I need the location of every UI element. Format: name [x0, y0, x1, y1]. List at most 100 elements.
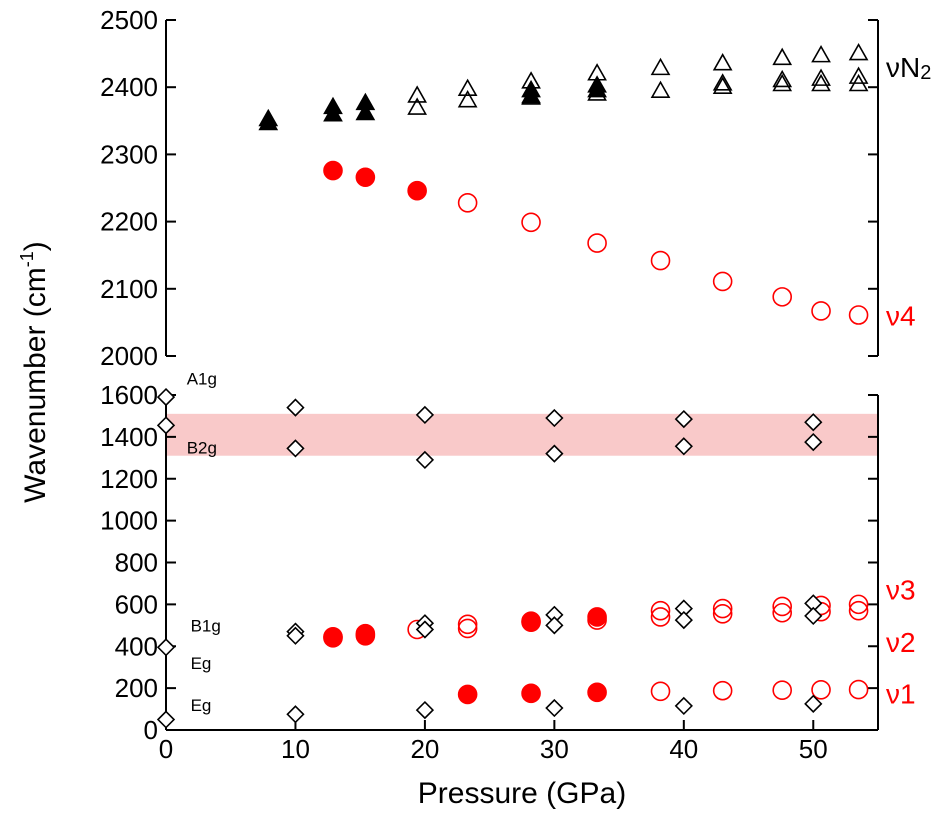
point-triangle-open — [712, 76, 733, 94]
y-axis-title-sup: -1 — [17, 251, 37, 267]
point-triangle-open — [772, 73, 793, 92]
point-triangle-open — [772, 47, 793, 66]
point-diamond-open — [545, 444, 564, 463]
point-diamond-open — [674, 610, 693, 630]
y-tick-label-upper: 2100 — [100, 274, 158, 304]
mode-label-b2g: B2g — [187, 438, 217, 457]
point-triangle-open — [848, 66, 869, 84]
point-circle-open — [772, 680, 793, 701]
x-tick-label: 10 — [281, 734, 310, 764]
point-circle-filled — [521, 683, 541, 704]
point-circle-filled — [355, 623, 376, 644]
shaded-band-layer — [166, 413, 878, 456]
point-circle-open — [457, 192, 478, 213]
mode-label-a1g: A1g — [187, 369, 217, 388]
point-diamond-open — [415, 450, 435, 470]
x-tick-label: 40 — [669, 734, 698, 764]
point-circle-open — [650, 250, 671, 271]
point-circle-filled — [457, 684, 478, 705]
point-triangle-open — [848, 73, 869, 92]
point-circle-open — [772, 287, 793, 307]
y-tick-label-lower: 400 — [115, 631, 158, 661]
labels-layer: A1g B2g B1g Eg Eg νN2 ν4 ν3 ν2 ν1 — [187, 52, 932, 715]
point-triangle-open — [848, 42, 869, 61]
x-tick-label: 30 — [540, 734, 569, 764]
y-tick-label-upper: 2400 — [100, 72, 158, 102]
y-tick-label-upper: 2200 — [100, 207, 158, 237]
point-triangle-open — [587, 83, 607, 101]
point-circle-filled — [323, 160, 343, 181]
point-diamond-open — [545, 408, 564, 428]
point-circle-filled — [355, 167, 376, 188]
point-circle-open — [712, 603, 733, 624]
y-tick-label-lower: 800 — [115, 548, 158, 578]
y-tick-label-upper: 2000 — [100, 341, 158, 371]
point-triangle-open — [811, 68, 831, 86]
point-triangle-open — [811, 44, 831, 63]
side-label-subscript: 2 — [920, 62, 931, 84]
x-tick-label: 0 — [159, 734, 173, 764]
point-diamond-open — [156, 416, 176, 435]
x-tick-label: 50 — [799, 734, 828, 764]
point-circle-open — [811, 679, 831, 700]
point-circle-open — [650, 681, 671, 702]
point-triangle-open — [811, 73, 831, 92]
point-diamond-open — [674, 696, 693, 716]
y-tick-label-lower: 600 — [115, 589, 158, 619]
mode-label-eg: Eg — [191, 654, 212, 673]
point-diamond-open — [804, 606, 823, 626]
y-tick-label-upper: 2500 — [100, 5, 158, 35]
y-axis-title-main: Wavenumber (cm — [19, 267, 52, 503]
point-diamond-open — [804, 413, 823, 432]
y-axis-title: Wavenumber (cm-1) — [17, 241, 52, 503]
point-triangle-open — [712, 53, 733, 71]
point-diamond-open — [545, 698, 564, 718]
point-diamond-open — [804, 694, 823, 713]
y-axis-title-close: ) — [19, 241, 52, 251]
point-circle-open — [848, 679, 869, 700]
point-circle-filled — [407, 180, 427, 201]
point-diamond-open — [156, 710, 176, 729]
side-label-n: νN2 — [886, 52, 931, 84]
point-circle-open — [772, 602, 793, 623]
side-label-1: ν1 — [886, 678, 916, 709]
point-diamond-open — [674, 409, 693, 429]
point-triangle-open — [407, 97, 428, 115]
side-label-2: ν2 — [886, 627, 916, 658]
y-tick-label-lower: 1000 — [100, 506, 158, 536]
point-triangle-open — [650, 80, 671, 99]
point-circle-open — [650, 600, 671, 621]
point-circle-open — [457, 614, 478, 635]
y-tick-label-lower: 1200 — [100, 464, 158, 494]
side-label-3: ν3 — [886, 575, 916, 606]
point-triangle-open — [457, 78, 478, 97]
point-circle-open — [650, 607, 671, 627]
point-diamond-open — [415, 405, 435, 425]
point-circle-open — [772, 596, 793, 617]
y-tick-label-upper: 2300 — [100, 139, 158, 169]
side-label-4: ν4 — [886, 301, 916, 332]
point-diamond-open — [415, 700, 435, 720]
point-diamond-open — [156, 638, 176, 657]
point-circle-filled — [587, 682, 607, 703]
point-diamond-open — [286, 439, 305, 458]
points-layer — [156, 42, 869, 729]
point-circle-open — [521, 612, 541, 632]
point-triangle-filled — [258, 112, 279, 131]
point-triangle-open — [772, 69, 793, 88]
point-circle-open — [848, 600, 869, 621]
point-triangle-open — [457, 90, 478, 108]
x-axis-title: Pressure (GPa) — [418, 777, 626, 810]
point-circle-open — [457, 618, 478, 639]
x-tick-label: 20 — [410, 734, 439, 764]
mode-label-eg: Eg — [191, 696, 212, 715]
point-diamond-open — [804, 432, 823, 452]
point-diamond-open — [674, 437, 693, 456]
point-circle-open — [712, 598, 733, 619]
point-diamond-open — [286, 626, 305, 645]
y-tick-label-lower: 1400 — [100, 422, 158, 452]
point-circle-open — [587, 610, 607, 630]
point-diamond-open — [156, 387, 176, 407]
point-triangle-open — [712, 73, 733, 91]
point-diamond-open — [286, 398, 305, 417]
